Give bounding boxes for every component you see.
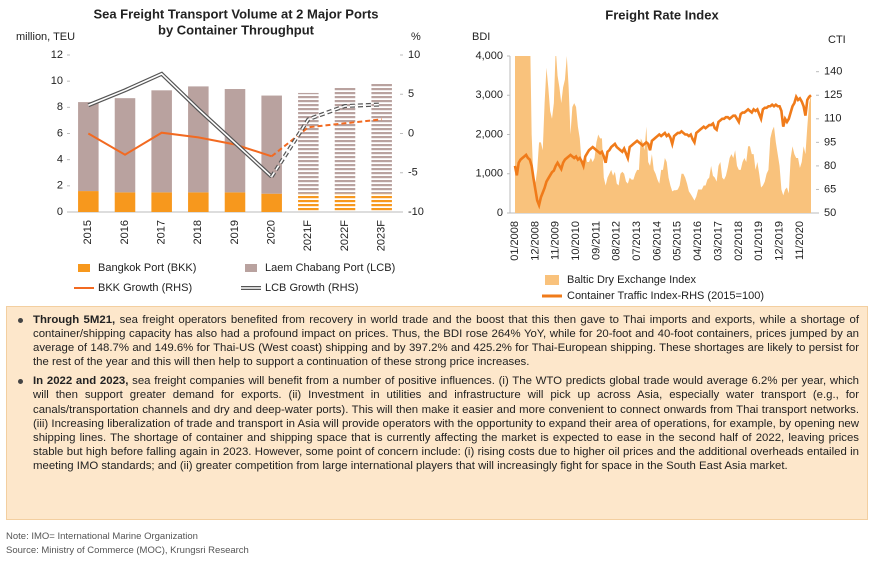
x-tick-label: 12/2008 [529,221,541,261]
bar [78,191,99,212]
y-tick-label: 2,000 [475,128,503,140]
y2-tick-label: 110 [824,113,842,125]
paragraph-text: sea freight companies will benefit from … [33,375,859,472]
legend-label: Baltic Dry Exchange Index [567,274,697,286]
source: Source: Ministry of Commerce (MOC), Krun… [6,545,249,556]
chart-title: Freight Rate Index [605,7,719,22]
x-tick-label: 10/2010 [570,221,582,261]
note: Note: IMO= International Marine Organiza… [6,531,198,542]
x-tick-label: 2022F [339,220,351,251]
y2-tick-label: 140 [824,66,842,78]
legend-swatch [245,264,257,272]
series-line [269,102,382,178]
x-tick-label: 2021F [302,220,314,251]
paragraph-text: sea freight operators benefited from rec… [33,314,859,369]
legend-swatch [545,275,559,285]
y-tick-label: 8 [57,101,63,113]
bar [188,192,209,212]
legend-label: LCB Growth (RHS) [265,282,359,294]
chart-title: by Container Throughput [158,22,315,37]
x-tick-label: 03/2017 [712,221,724,261]
bar [151,192,172,212]
y-axis-label: BDI [472,31,490,43]
legend-label: Container Traffic Index-RHS (2015=100) [567,290,764,302]
series-line [271,118,382,158]
y-tick-label: 3,000 [475,89,503,101]
x-tick-label: 02/2018 [733,221,745,261]
x-tick-label: 2017 [156,220,168,244]
legend-label: Bangkok Port (BKK) [98,262,196,274]
y2-tick-label: 0 [408,127,414,139]
bar [261,95,282,194]
y2-tick-label: -10 [408,206,424,218]
y-axis-label: million, TEU [16,31,75,43]
x-tick-label: 2020 [266,220,278,244]
y2-tick-label: 50 [824,207,836,219]
bar [371,83,392,194]
series-line-inner [270,103,382,178]
paragraph-lead: In 2022 and 2023, [33,375,129,388]
y-tick-label: 0 [57,206,63,218]
charts: Sea Freight Transport Volume at 2 Major … [16,6,846,302]
series-line-inner [88,72,273,178]
x-tick-label: 2015 [82,220,94,244]
x-tick-label: 2018 [192,220,204,244]
series-area [515,56,811,213]
x-tick-label: 2016 [119,220,131,244]
text-box: Through 5M21, sea freight operators bene… [6,306,868,520]
bar [334,193,356,212]
bar [151,90,172,193]
y-tick-label: 6 [57,127,63,139]
y2-tick-label: -5 [408,167,418,179]
paragraph: In 2022 and 2023, sea freight companies … [13,374,859,473]
x-tick-label: 11/2009 [550,221,562,260]
x-tick-label: 01/2019 [753,221,765,261]
bar [334,87,356,194]
bar [114,98,136,193]
plot [513,56,812,213]
paragraph: Through 5M21, sea freight operators bene… [13,313,859,369]
x-tick-label: 05/2015 [672,221,684,261]
y-tick-label: 10 [51,75,63,87]
y-tick-label: 0 [497,207,503,219]
x-tick-label: 12/2019 [773,221,785,261]
y2-tick-label: 80 [824,160,836,172]
legend-label: Laem Chabang Port (LCB) [265,262,395,274]
x-tick-label: 01/2008 [509,221,521,261]
bar [224,192,246,212]
bar [371,193,392,212]
y2-tick-label: 125 [824,89,842,101]
chart-title: Sea Freight Transport Volume at 2 Major … [93,6,378,21]
bar [261,193,282,212]
x-tick-label: 2023F [376,220,388,251]
x-tick-label: 06/2014 [651,221,663,261]
x-tick-label: 09/2011 [590,221,602,260]
x-tick-label: 2019 [229,220,241,244]
y-tick-label: 1,000 [475,168,503,180]
x-tick-label: 07/2013 [631,221,643,261]
y2-tick-label: 10 [408,49,420,61]
y2-tick-label: 65 [824,183,836,195]
x-tick-label: 04/2016 [692,221,704,261]
y-tick-label: 12 [51,49,63,61]
bar [114,192,136,212]
y2-axis-label: CTI [828,34,846,46]
legend-swatch [78,264,90,272]
series-line [513,93,812,210]
y-tick-label: 2 [57,180,63,192]
paragraph-lead: Through 5M21, [33,314,116,326]
bar [298,92,319,194]
y2-tick-label: 95 [824,136,836,148]
legend-label: BKK Growth (RHS) [98,282,192,294]
y2-tick-label: 5 [408,88,414,100]
x-tick-label: 08/2012 [611,221,623,261]
bar [298,193,319,212]
y2-axis-label: % [411,31,421,43]
y-tick-label: 4,000 [475,50,503,62]
bar [78,102,99,192]
y-tick-label: 4 [57,154,63,166]
x-tick-label: 11/2020 [794,221,806,260]
